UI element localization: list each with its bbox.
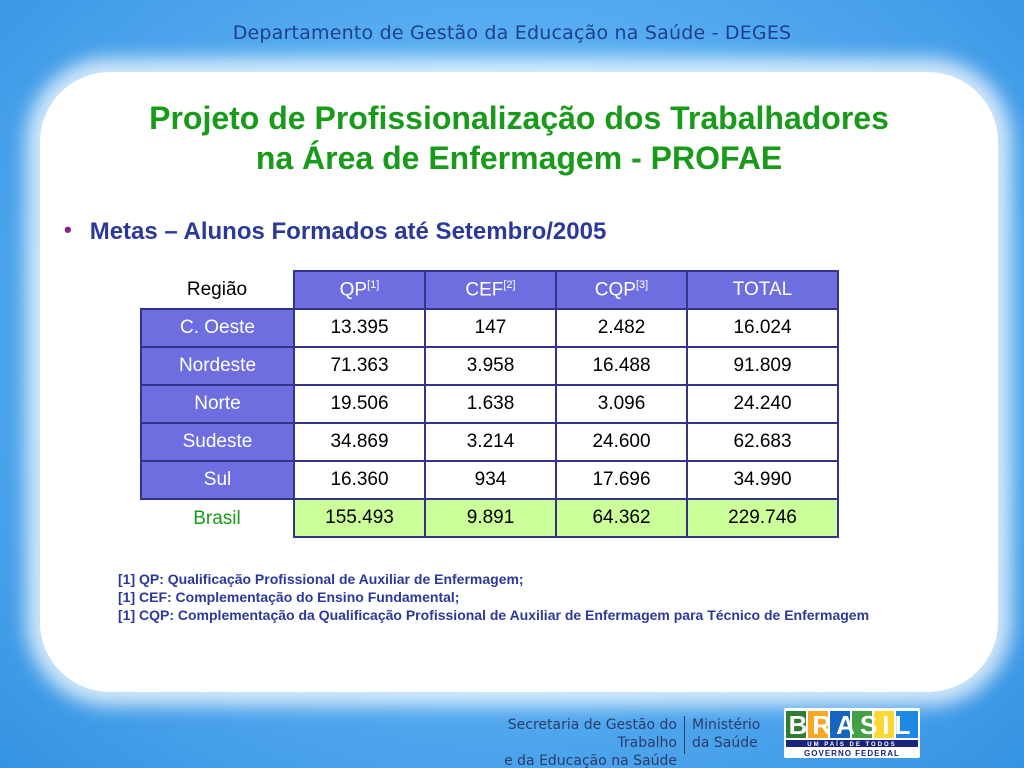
table-row: Norte 19.506 1.638 3.096 24.240 <box>140 384 839 424</box>
cef-cell: 1.638 <box>424 384 557 424</box>
qp-cell: 19.506 <box>293 384 426 424</box>
table-row: C. Oeste 13.395 147 2.482 16.024 <box>140 308 839 348</box>
cef-cell: 3.958 <box>424 346 557 386</box>
qp-cell: 13.395 <box>293 308 426 348</box>
region-cell: Norte <box>140 384 295 424</box>
cqp-cell: 17.696 <box>555 460 688 500</box>
header-region: Região <box>141 271 294 309</box>
footer-divider <box>684 716 685 754</box>
footnote-cef: [1] CEF: Complementação do Ensino Fundam… <box>118 589 460 605</box>
goals-table: Região QP[1] CEF[2] CQP[3] TOTAL C. Oest… <box>140 270 839 538</box>
header-cqp: CQP[3] <box>555 270 688 310</box>
region-cell: C. Oeste <box>140 308 295 348</box>
ministerio-line-1: Ministério <box>692 717 761 733</box>
ministerio-label: Ministério da Saúde <box>692 716 760 752</box>
qp-cell: 34.869 <box>293 422 426 462</box>
cqp-cell: 2.482 <box>555 308 688 348</box>
grand-total-cell: 229.746 <box>686 498 839 538</box>
cqp-cell: 3.096 <box>555 384 688 424</box>
region-cell: Sudeste <box>140 422 295 462</box>
subtitle-text: Metas – Alunos Formados até Setembro/200… <box>89 218 607 245</box>
secretaria-label: Secretaria de Gestão do Trabalho e da Ed… <box>445 716 677 768</box>
cqp-cell: 24.600 <box>555 422 688 462</box>
secretaria-line-1: Secretaria de Gestão do Trabalho <box>507 717 677 751</box>
header-total: TOTAL <box>686 270 839 310</box>
header-qp-ref[interactable]: [1] <box>367 278 380 291</box>
total-qp-cell: 155.493 <box>293 498 426 538</box>
table-total-row: Brasil 155.493 9.891 64.362 229.746 <box>141 498 839 538</box>
logo-tagline: UM PAÍS DE TODOS <box>807 740 896 748</box>
department-header: Departamento de Gestão da Educação na Sa… <box>232 22 792 44</box>
total-cqp-cell: 64.362 <box>555 498 688 538</box>
title-line-2: na Área de Enfermagem - PROFAE <box>255 140 783 176</box>
cef-cell: 934 <box>424 460 557 500</box>
logo-word: BRASIL <box>789 710 916 740</box>
header-cef-label: CEF <box>465 279 504 301</box>
table-header-row: Região QP[1] CEF[2] CQP[3] TOTAL <box>141 270 839 310</box>
table-row: Nordeste 71.363 3.958 16.488 91.809 <box>140 346 839 386</box>
total-cell: 62.683 <box>686 422 839 462</box>
cef-cell: 147 <box>424 308 557 348</box>
region-cell: Nordeste <box>140 346 295 386</box>
table-row: Sul 16.360 934 17.696 34.990 <box>140 460 839 500</box>
footnotes: [1] QP: Qualificação Profissional de Aux… <box>118 570 918 624</box>
ministerio-line-2: da Saúde <box>692 735 758 751</box>
cqp-cell: 16.488 <box>555 346 688 386</box>
header-cqp-label: CQP <box>594 279 636 301</box>
header-cef: CEF[2] <box>424 270 557 310</box>
secretaria-line-2: e da Educação na Saúde <box>504 753 677 768</box>
subtitle-bullet-item: • Metas – Alunos Formados até Setembro/2… <box>64 217 607 246</box>
region-cell: Sul <box>140 460 295 500</box>
footnote-qp: [1] QP: Qualificação Profissional de Aux… <box>118 571 524 587</box>
cef-cell: 3.214 <box>424 422 557 462</box>
header-qp-label: QP <box>339 279 368 301</box>
header-qp: QP[1] <box>293 270 426 310</box>
table-row: Sudeste 34.869 3.214 24.600 62.683 <box>140 422 839 462</box>
qp-cell: 16.360 <box>293 460 426 500</box>
qp-cell: 71.363 <box>293 346 426 386</box>
title-line-1: Projeto de Profissionalização dos Trabal… <box>149 100 889 136</box>
total-cell: 91.809 <box>686 346 839 386</box>
total-cell: 24.240 <box>686 384 839 424</box>
total-cell: 34.990 <box>686 460 839 500</box>
bullet-icon: • <box>64 217 72 242</box>
total-cell: 16.024 <box>686 308 839 348</box>
total-region-label: Brasil <box>141 499 294 537</box>
header-cqp-ref[interactable]: [3] <box>635 278 649 291</box>
total-cef-cell: 9.891 <box>424 498 557 538</box>
brasil-government-logo: BRASIL UM PAÍS DE TODOS GOVERNO FEDERAL <box>784 708 920 758</box>
logo-gov: GOVERNO FEDERAL <box>804 749 900 758</box>
footnote-cqp: [1] CQP: Complementação da Qualificação … <box>118 607 870 623</box>
slide-title: Projeto de Profissionalização dos Trabal… <box>40 98 998 178</box>
header-cef-ref[interactable]: [2] <box>503 278 516 291</box>
